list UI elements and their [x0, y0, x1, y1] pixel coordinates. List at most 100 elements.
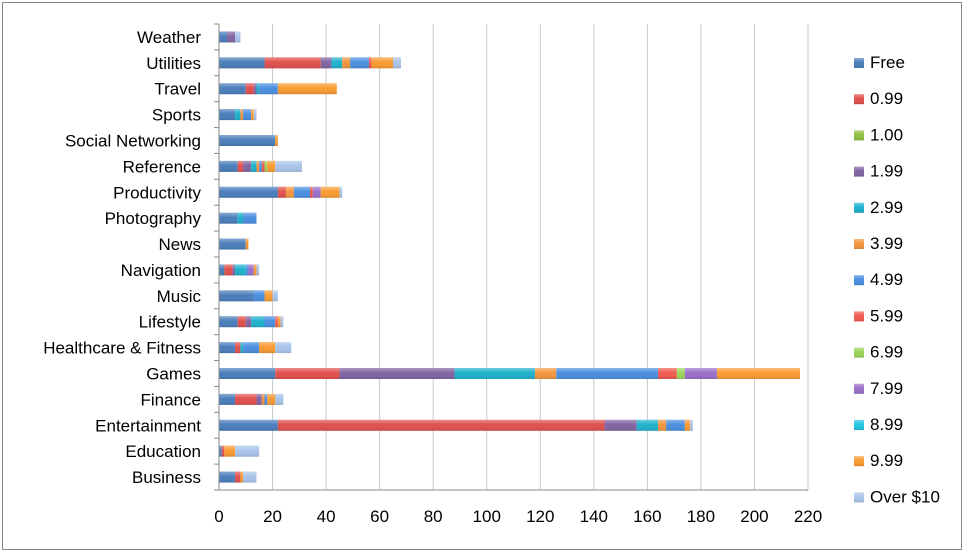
- bar-series: [219, 31, 800, 483]
- bar-segment: [219, 160, 238, 172]
- bar-segment: [339, 186, 343, 198]
- bar-segment-shade: [277, 419, 605, 431]
- bar-segment: [261, 160, 265, 172]
- bar-segment: [221, 445, 225, 457]
- legend-item: 4.99: [854, 270, 903, 289]
- bar-segment: [235, 31, 241, 43]
- bar-segment: [454, 368, 535, 379]
- x-tick-label: 60: [370, 507, 389, 526]
- bar-segment: [267, 160, 276, 172]
- category-label: Productivity: [113, 183, 201, 202]
- x-tick-label: 20: [263, 507, 282, 526]
- legend-label: 1.99: [870, 162, 903, 181]
- bar-segment: [240, 342, 244, 354]
- bar-segment-shade: [256, 83, 260, 95]
- legend-item: 3.99: [854, 234, 903, 253]
- bar-segment-shade: [219, 135, 276, 146]
- legend-item: 9.99: [854, 451, 903, 470]
- category-labels: Business Education Entertainment Finance Gam…: [43, 28, 201, 487]
- category-label: Entertainment: [95, 416, 201, 435]
- x-tick-label: 0: [214, 507, 223, 526]
- bar-segment: [277, 83, 337, 95]
- bar-segment: [219, 186, 278, 198]
- bar-segment: [256, 160, 260, 172]
- bar-segment: [237, 160, 244, 172]
- legend-label: 4.99: [870, 270, 903, 289]
- legend-swatch-shade: [854, 202, 864, 213]
- bar-segment-shade: [339, 368, 455, 379]
- bar-segment: [256, 393, 262, 405]
- bar-segment: [251, 160, 257, 172]
- bar-segment: [604, 419, 637, 431]
- legend-item: 2.99: [854, 198, 903, 217]
- bar-segment: [275, 368, 340, 379]
- bar-segment-shade: [393, 57, 402, 69]
- bar-segment-shade: [235, 264, 246, 276]
- legend-label: 0.99: [870, 89, 903, 108]
- gridlines: [272, 24, 809, 490]
- bar-segment: [312, 186, 321, 198]
- x-tick-label: 140: [580, 507, 608, 526]
- legend-item: 1.99: [854, 162, 903, 181]
- bar-segment: [240, 109, 244, 121]
- bar-segment-shade: [264, 316, 276, 328]
- bar-segment: [253, 264, 257, 276]
- bar-segment: [275, 393, 284, 405]
- legend-label: Over $10: [870, 487, 940, 506]
- legend-label: 2.99: [870, 198, 903, 217]
- bar-segment-shade: [219, 264, 225, 276]
- bar-segment: [666, 419, 685, 431]
- bar-segment-shade: [256, 393, 262, 405]
- bar-segment-shade: [320, 57, 332, 69]
- bar-segment: [227, 31, 236, 43]
- bar-segment-shade: [235, 445, 260, 457]
- bar-segment-shade: [658, 368, 677, 379]
- bar-segment: [235, 471, 241, 483]
- category-label: Social Networking: [65, 132, 201, 151]
- category-label: Weather: [137, 28, 201, 47]
- bar-segment: [245, 316, 252, 328]
- bar-segment: [534, 368, 557, 379]
- legend-swatch-shade: [854, 58, 864, 68]
- bar-segment-shade: [256, 160, 260, 172]
- bar-segment: [556, 368, 659, 379]
- bar-segment-shade: [280, 316, 284, 328]
- category-label: Business: [132, 468, 201, 487]
- bar-segment-shade: [235, 109, 241, 121]
- bar-segment: [219, 135, 276, 146]
- bar-segment: [219, 31, 228, 43]
- bar-segment-shade: [275, 393, 284, 405]
- bar-segment: [253, 290, 265, 302]
- bar-segment: [219, 316, 238, 328]
- bar-segment: [350, 57, 369, 69]
- legend-item: 5.99: [854, 306, 903, 325]
- bar-segment: [285, 186, 294, 198]
- bar-segment-shade: [221, 445, 225, 457]
- bar-segment-shade: [235, 393, 257, 405]
- bar-segment-shade: [240, 342, 244, 354]
- bar-segment-shade: [224, 264, 233, 276]
- bar-segment-shade: [219, 186, 278, 198]
- bar-segment: [219, 419, 278, 431]
- bar-segment: [264, 316, 276, 328]
- legend-swatch-shade: [854, 383, 864, 394]
- bar-segment-shade: [219, 238, 246, 250]
- bar-segment-shade: [534, 368, 557, 379]
- bar-segment-shade: [251, 160, 257, 172]
- bar-segment-shade: [219, 160, 238, 172]
- bar-segment-shade: [275, 135, 278, 146]
- bar-segment-shade: [277, 83, 337, 95]
- bar-segment: [237, 316, 246, 328]
- bar-segment-shade: [310, 186, 313, 198]
- bar-segment-shade: [219, 445, 222, 457]
- bar-segment-shade: [240, 471, 244, 483]
- bar-segment-shade: [267, 393, 276, 405]
- bar-segment-shade: [243, 471, 257, 483]
- bar-segment: [219, 445, 222, 457]
- bar-segment: [235, 342, 241, 354]
- bar-segment-shade: [339, 186, 343, 198]
- bar-segment: [658, 419, 667, 431]
- bar-segment-shade: [264, 290, 273, 302]
- bar-segment: [256, 83, 260, 95]
